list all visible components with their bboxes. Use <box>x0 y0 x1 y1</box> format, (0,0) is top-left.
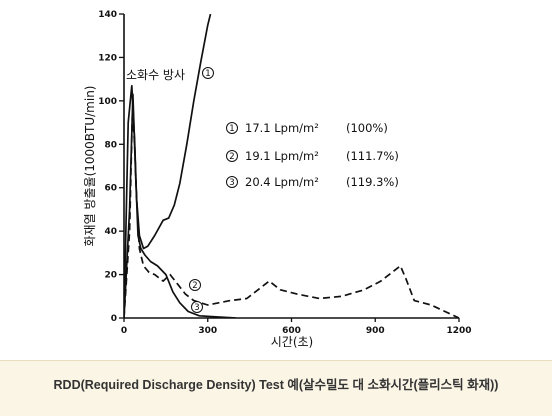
series-line-2 <box>124 110 460 318</box>
series-marker-label: 2 <box>192 281 197 291</box>
legend-series-name: 19.1 Lpm/m² <box>245 149 319 163</box>
x-tick-label: 900 <box>366 326 385 336</box>
legend: 1 17.1 Lpm/m² (100%) 2 19.1 Lpm/m² (111.7%) 3 2… <box>226 121 399 189</box>
legend-series-name: 17.1 Lpm/m² <box>245 121 319 135</box>
series-marker-label: 3 <box>194 303 199 313</box>
fire-heat-release-chart: 0 20 40 60 80 100 120 140 0 300 600 900 1200 1 2 3 화재… <box>83 10 472 349</box>
x-tick-label: 600 <box>282 326 301 336</box>
legend-marker-label: 2 <box>229 152 234 162</box>
legend-marker-1 <box>226 122 238 134</box>
y-tick-label: 20 <box>104 271 117 281</box>
chart-axes <box>123 14 459 319</box>
legend-series-name: 20.4 Lpm/m² <box>245 175 319 189</box>
series-line-3 <box>124 93 236 318</box>
x-tick-label: 1200 <box>446 326 471 336</box>
y-tick-label: 0 <box>111 314 117 324</box>
y-tick-label: 60 <box>104 184 117 194</box>
series-layer <box>124 14 460 318</box>
y-ticks: 0 20 40 60 80 100 120 140 <box>98 10 124 324</box>
series-markers: 1 2 3 <box>189 67 214 313</box>
series-line-1 <box>124 14 212 318</box>
series-marker-3 <box>191 301 203 313</box>
legend-marker-label: 3 <box>229 178 234 188</box>
legend-series-pct: (119.3%) <box>346 175 399 189</box>
y-tick-label: 140 <box>98 10 117 20</box>
x-axis-label: 시간(초) <box>271 335 313 349</box>
figure-caption: RDD(Required Discharge Density) Test 예(살… <box>53 378 499 392</box>
x-ticks: 0 300 600 900 1200 <box>121 318 472 336</box>
x-tick-label: 0 <box>121 326 127 336</box>
y-tick-label: 120 <box>98 53 117 63</box>
legend-marker-3 <box>226 176 238 188</box>
legend-series-pct: (100%) <box>346 121 388 135</box>
series-marker-1 <box>202 67 214 79</box>
spray-start-annotation: 소화수 방사 <box>126 68 185 82</box>
legend-marker-label: 1 <box>229 124 234 134</box>
caption-bar: RDD(Required Discharge Density) Test 예(살… <box>0 360 552 416</box>
y-tick-label: 80 <box>104 140 117 150</box>
x-tick-label: 300 <box>198 326 217 336</box>
y-tick-label: 100 <box>98 97 117 107</box>
y-axis-label: 화재열 방출율(1000BTU/min) <box>83 86 97 247</box>
legend-series-pct: (111.7%) <box>346 149 399 163</box>
series-marker-2 <box>189 279 201 291</box>
y-tick-label: 40 <box>104 227 117 237</box>
series-marker-label: 1 <box>205 69 210 79</box>
legend-marker-2 <box>226 150 238 162</box>
